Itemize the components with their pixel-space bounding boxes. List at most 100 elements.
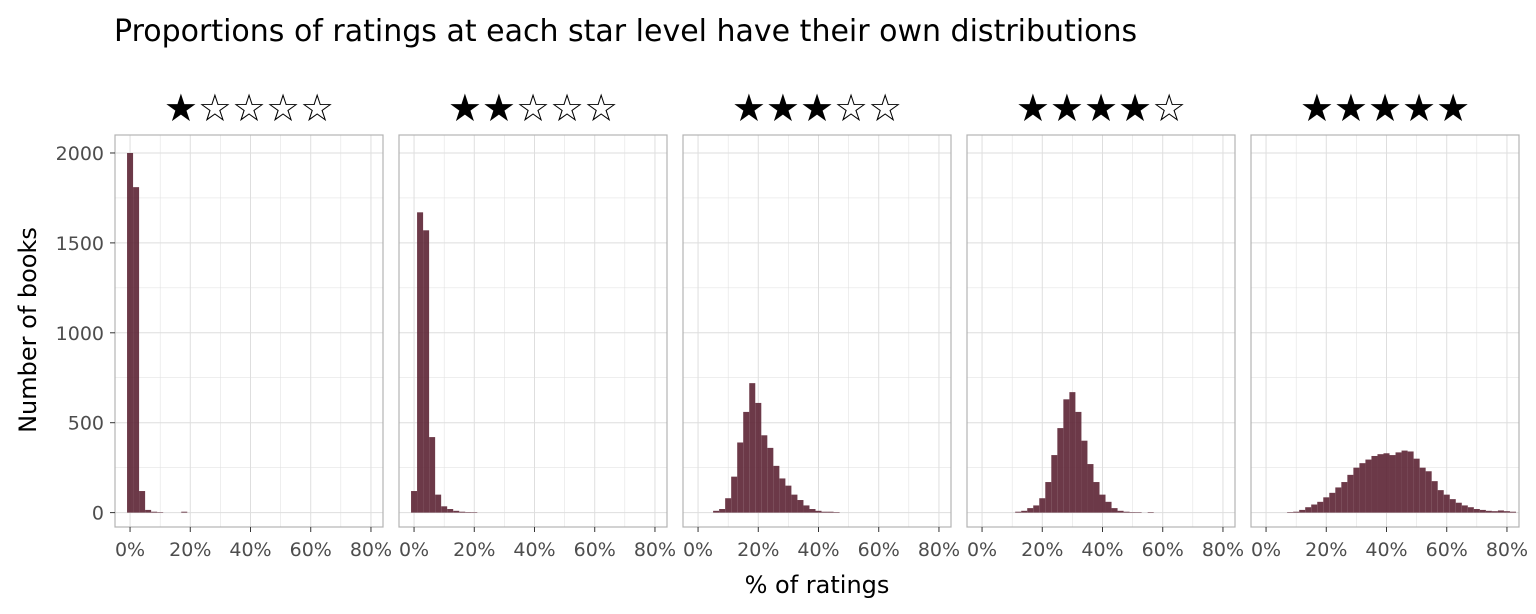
histogram-bar <box>1479 509 1486 513</box>
histogram-bar <box>815 510 822 513</box>
y-tick-label: 2000 <box>56 143 104 165</box>
x-tick-label: 40% <box>1365 539 1407 561</box>
histogram-bar <box>1461 505 1468 513</box>
histogram-bar <box>139 491 146 513</box>
histogram-bar <box>1467 507 1474 513</box>
histogram-bar <box>435 494 442 513</box>
histogram-bar <box>1473 509 1480 513</box>
y-tick-label: 0 <box>92 503 104 525</box>
histogram-bar <box>157 512 164 513</box>
histogram-bar <box>145 509 152 513</box>
histogram-bar <box>1057 428 1064 513</box>
histogram-bar <box>1311 504 1318 513</box>
histogram-bar <box>151 511 158 513</box>
histogram-bar <box>1015 511 1022 513</box>
histogram-bar <box>1093 482 1100 513</box>
histogram-bar <box>1081 440 1088 513</box>
histogram-bar <box>743 411 750 513</box>
histogram-bar <box>1317 501 1324 513</box>
histogram-bar <box>1365 459 1372 513</box>
histogram-bar <box>1503 511 1510 513</box>
y-tick-label: 500 <box>68 413 104 435</box>
histogram-bar <box>429 437 436 513</box>
histogram-bar <box>1287 512 1294 513</box>
facet-strip-label: ★★☆☆☆ <box>448 86 618 130</box>
panel-border <box>114 134 384 528</box>
facet-strip-label: ★★★☆☆ <box>732 86 902 130</box>
x-tick-label: 0% <box>115 539 145 561</box>
histogram-bar <box>1323 497 1330 513</box>
histogram-bar <box>797 500 804 513</box>
histogram-bar <box>761 435 768 513</box>
histogram-bar <box>1407 451 1414 513</box>
x-tick-label: 60% <box>574 539 616 561</box>
facet-panels: 0% 20% 40% 60% 80% ★☆☆☆☆ 0% 20% 40% 60% 80% ★★☆☆☆ 0%… <box>114 86 1528 561</box>
x-tick-label: 60% <box>858 539 900 561</box>
histogram-bar <box>833 512 840 513</box>
x-tick-label: 80% <box>350 539 392 561</box>
histogram-bar <box>1389 455 1396 513</box>
histogram-bar <box>713 510 720 513</box>
histogram-bar <box>181 511 188 513</box>
panel-border <box>682 134 952 528</box>
histogram-bar <box>1419 467 1426 513</box>
histogram-bar <box>725 498 732 513</box>
histogram-bar <box>411 491 418 513</box>
histogram-bar <box>803 505 810 513</box>
histogram-bar <box>471 512 478 513</box>
y-tick-label: 1500 <box>56 233 104 255</box>
histogram-bar <box>1305 507 1312 513</box>
histogram-bar <box>773 465 780 513</box>
histogram-bar <box>785 485 792 513</box>
histogram-bar <box>1299 509 1306 513</box>
y-tick-label: 1000 <box>56 323 104 345</box>
histogram-bar <box>1491 511 1498 513</box>
y-axis-title: Number of books <box>14 227 42 433</box>
x-tick-label: 20% <box>453 539 495 561</box>
histogram-bar <box>1099 494 1106 513</box>
histogram-bar <box>737 442 744 513</box>
x-tick-label: 80% <box>1202 539 1244 561</box>
histogram-bar <box>1111 508 1118 513</box>
histogram-bar <box>719 509 726 513</box>
histogram-bar <box>133 187 140 513</box>
x-tick-label: 0% <box>1251 539 1281 561</box>
y-axis: 0 500 1000 1500 2000 <box>56 143 115 525</box>
histogram-bar <box>127 152 134 513</box>
histogram-bar <box>441 506 448 513</box>
histogram-bar <box>1105 501 1112 513</box>
histogram-bar <box>1377 454 1384 513</box>
histogram-bar <box>827 511 834 513</box>
x-tick-label: 80% <box>1486 539 1528 561</box>
histogram-bar <box>1371 455 1378 513</box>
x-tick-label: 0% <box>967 539 997 561</box>
x-tick-label: 60% <box>1426 539 1468 561</box>
histogram-bar <box>1293 511 1300 513</box>
facet-panel-2: 0% 20% 40% 60% 80% ★★☆☆☆ <box>398 86 676 561</box>
facet-strip-label: ★☆☆☆☆ <box>164 86 334 130</box>
x-tick-label: 20% <box>169 539 211 561</box>
x-tick-label: 40% <box>797 539 839 561</box>
histogram-bar <box>1033 505 1040 513</box>
x-tick-label: 40% <box>229 539 271 561</box>
x-tick-label: 60% <box>290 539 332 561</box>
histogram-bar <box>1443 494 1450 513</box>
histogram-bar <box>809 509 816 513</box>
histogram-bar <box>1347 474 1354 513</box>
histogram-bar <box>465 512 472 513</box>
histogram-bar <box>1117 510 1124 513</box>
histogram-bar <box>459 511 466 513</box>
facet-panel-3: 0% 20% 40% 60% 80% ★★★☆☆ <box>682 86 960 561</box>
x-tick-label: 40% <box>513 539 555 561</box>
histogram-bar <box>779 478 786 513</box>
histogram-bar <box>1075 411 1082 513</box>
x-tick-label: 20% <box>1305 539 1347 561</box>
histogram-bar <box>1087 464 1094 513</box>
histogram-bar <box>1135 512 1142 513</box>
histogram-bar <box>423 230 430 513</box>
histogram-bar <box>1497 510 1504 513</box>
histogram-bar <box>791 494 798 513</box>
x-tick-label: 0% <box>399 539 429 561</box>
x-tick-label: 20% <box>737 539 779 561</box>
histogram-bar <box>1329 492 1336 513</box>
